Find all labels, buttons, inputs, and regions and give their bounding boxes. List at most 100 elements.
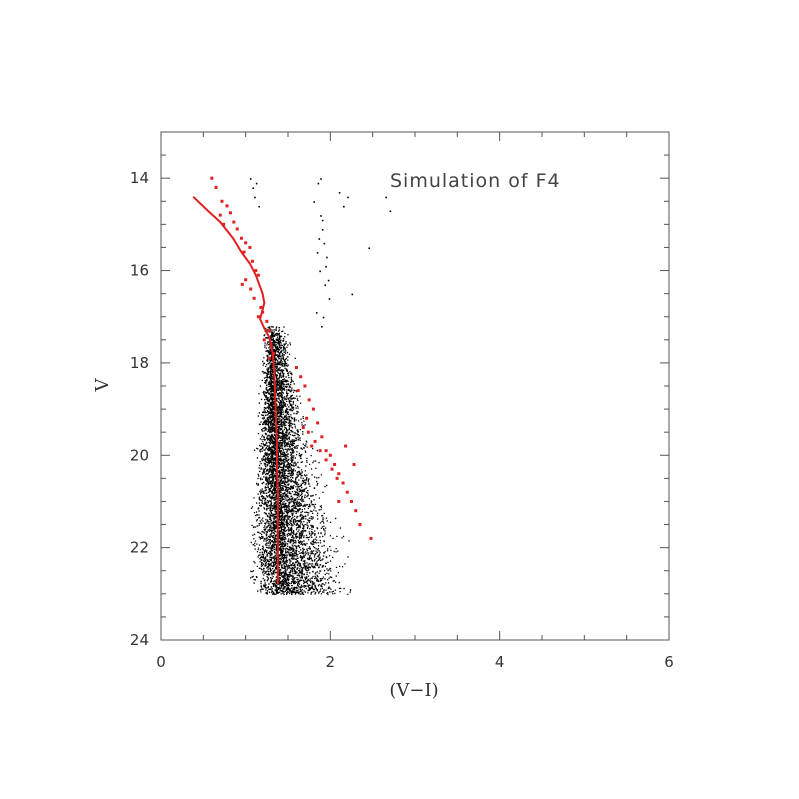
x-axis-label: (V−I)	[389, 680, 438, 701]
simulated-star-point	[239, 236, 243, 240]
simulated-star-point	[210, 176, 214, 180]
simulated-star-point	[354, 509, 358, 513]
simulated-star-point	[256, 315, 260, 319]
simulated-star-point	[244, 241, 248, 245]
observed-star-cloud	[250, 326, 352, 596]
simulated-star-point	[310, 444, 314, 448]
observed-star-point	[323, 242, 326, 245]
observed-star-point	[324, 284, 327, 286]
y-tick-label: 24	[130, 631, 149, 649]
observed-star-point	[254, 196, 256, 199]
simulated-star-point	[225, 204, 229, 208]
observed-star-point	[319, 270, 321, 273]
y-tick-label: 20	[130, 446, 149, 464]
y-axis-label: V	[92, 378, 113, 393]
observed-star-point	[385, 196, 387, 199]
simulated-ridge-line	[192, 195, 279, 585]
observed-star-point	[321, 325, 323, 328]
observed-star-point	[389, 210, 392, 213]
simulated-star-point	[262, 338, 266, 342]
simulated-star-point	[244, 278, 248, 282]
x-tick-label: 6	[664, 653, 674, 671]
observed-star-point	[322, 316, 325, 319]
simulated-star-point	[299, 375, 303, 379]
x-tick-label: 2	[326, 653, 336, 671]
simulated-star-point	[259, 305, 263, 309]
simulated-star-point	[341, 481, 345, 485]
observed-star-point	[328, 298, 331, 300]
simulated-star-point	[324, 458, 328, 462]
observed-star-point	[368, 247, 371, 250]
simulated-star-point	[214, 185, 218, 189]
simulated-star-point	[333, 463, 337, 467]
x-tick-label: 4	[495, 653, 505, 671]
simulated-star-point	[328, 453, 332, 457]
y-tick-label: 22	[130, 539, 149, 557]
simulated-star-point	[337, 472, 341, 476]
observed-star-point	[326, 256, 328, 259]
simulated-star-point	[265, 319, 269, 323]
axis-ticks	[160, 131, 670, 641]
data-layer	[192, 176, 392, 596]
simulated-star-point	[306, 430, 310, 434]
observed-star-point	[320, 215, 322, 217]
simulated-star-point	[337, 499, 341, 503]
observed-star-point	[316, 252, 319, 254]
simulated-star-point	[318, 449, 322, 453]
observed-star-point	[252, 187, 255, 190]
simulated-star-point	[350, 499, 353, 503]
simulated-star-point	[301, 426, 305, 430]
observed-star-point	[338, 192, 341, 194]
y-tick-label: 14	[130, 169, 149, 187]
simulated-star-point	[296, 389, 300, 393]
simulated-star-point	[256, 273, 260, 277]
observed-star-point	[325, 265, 327, 268]
observed-star-point	[321, 219, 324, 222]
observed-star-point	[343, 205, 345, 208]
observed-star-point	[249, 178, 252, 180]
simulated-star-point	[252, 296, 256, 300]
simulated-star-point	[228, 211, 232, 215]
simulated-star-point	[222, 222, 226, 226]
observed-star-point	[318, 238, 321, 240]
observed-star-point	[317, 182, 320, 185]
simulated-star-point	[267, 329, 271, 333]
observed-star-point	[351, 293, 354, 296]
simulated-star-point	[235, 227, 239, 231]
observed-star-point	[313, 201, 315, 203]
y-tick-label: 16	[130, 262, 149, 280]
observed-star-point	[255, 182, 258, 185]
y-tick-label: 18	[130, 354, 149, 372]
chart-title: Simulation of F4	[390, 170, 561, 192]
simulated-star-point	[352, 463, 356, 467]
observed-star-point	[320, 178, 322, 180]
simulated-star-point	[267, 356, 271, 360]
simulated-star-point	[324, 449, 328, 453]
observed-star-point	[321, 228, 324, 231]
simulated-star-point	[294, 366, 298, 370]
simulated-star-point	[316, 421, 320, 425]
observed-star-point	[347, 196, 349, 199]
simulated-star-point	[335, 476, 339, 480]
simulated-star-point	[307, 398, 311, 402]
plot-frame	[160, 131, 670, 641]
simulated-star-point	[242, 250, 246, 254]
simulated-star-point	[240, 282, 244, 286]
observed-star-point	[258, 205, 260, 208]
simulated-star-point	[220, 199, 224, 203]
simulated-star-point	[345, 490, 349, 494]
simulated-star-point	[311, 407, 315, 411]
simulated-star-point	[330, 467, 334, 471]
simulated-star-point	[369, 536, 373, 540]
simulated-star-point	[358, 523, 362, 527]
simulated-star-point	[344, 444, 348, 448]
simulated-star-point	[320, 435, 324, 439]
simulated-star-point	[248, 245, 252, 249]
simulated-star-point	[313, 439, 317, 443]
simulated-star-point	[232, 220, 236, 224]
simulated-star-point	[249, 287, 253, 291]
simulated-star-point	[303, 384, 307, 388]
observed-star-point	[327, 279, 330, 282]
observed-star-point	[315, 312, 318, 314]
